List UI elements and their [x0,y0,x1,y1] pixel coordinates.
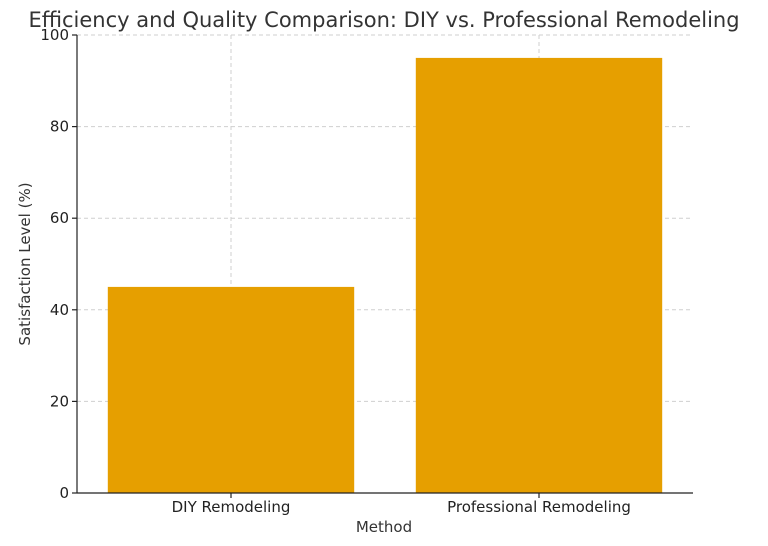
axes [76,35,693,494]
x-ticks: DIY Remodeling Professional Remodeling [172,493,631,516]
y-tick-label: 0 [59,484,69,502]
bars [107,57,663,494]
bar-1 [107,286,355,493]
y-tick-label: 60 [50,209,69,227]
x-axis-label: Method [356,518,412,536]
y-tick-label: 20 [50,392,69,410]
y-tick-label: 100 [40,26,69,44]
y-tick-label: 80 [50,118,69,136]
bar-2 [415,57,663,494]
y-tick-label: 40 [50,301,69,319]
chart-title: Efficiency and Quality Comparison: DIY v… [28,8,739,32]
x-tick-label: Professional Remodeling [447,498,631,516]
x-tick-label: DIY Remodeling [172,498,291,516]
y-ticks: 0 20 40 60 80 100 [40,26,77,502]
y-axis-label: Satisfaction Level (%) [16,182,34,345]
